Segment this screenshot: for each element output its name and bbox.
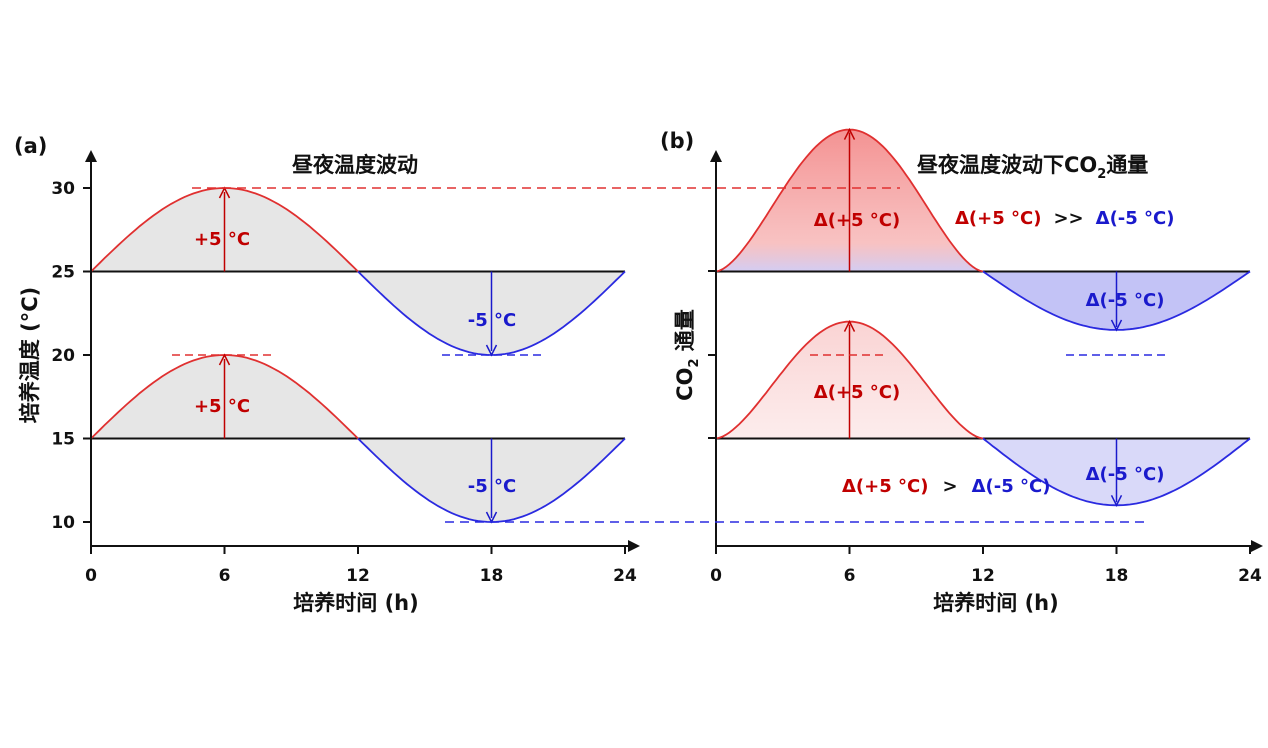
panel-a-ann-low-plus: +5 °C xyxy=(194,396,250,417)
panel-b-arrowhead-up xyxy=(843,127,856,140)
panel-a-y-label: 培养温度 (°C) xyxy=(18,287,42,423)
panel-a-xtick-label: 6 xyxy=(219,566,231,586)
panel-a-ann-high-plus: +5 °C xyxy=(194,229,250,250)
panel-a-xtick-label: 18 xyxy=(480,566,504,586)
panel-b-xtick-label: 18 xyxy=(1105,566,1129,586)
panel-a-label: (a) xyxy=(14,134,47,158)
panel-b-xtick-label: 6 xyxy=(844,566,856,586)
panel-b-ann-low-plus: Δ(+5 °C) xyxy=(814,382,900,403)
panel-b-label: (b) xyxy=(660,129,694,153)
panel-b-xtick-label: 12 xyxy=(971,566,995,586)
panel-b-y-arrowhead xyxy=(710,150,722,162)
panel-a-ann-low-minus: -5 °C xyxy=(468,476,516,497)
panel-b: (b) 昼夜温度波动下CO2通量 0 6 12 18 24 培养时间 (h) CO2 通… xyxy=(660,127,1263,615)
panel-a-ann-high-minus: -5 °C xyxy=(468,310,516,331)
panel-b-xtick-label: 0 xyxy=(710,566,722,586)
panel-b-comparison-high: Δ(+5 °C) >> Δ(-5 °C) xyxy=(955,208,1175,229)
panel-b-ann-high-plus: Δ(+5 °C) xyxy=(814,210,900,231)
panel-a-xtick-label: 0 xyxy=(85,566,97,586)
panel-b-comparison-low: Δ(+5 °C) > Δ(-5 °C) xyxy=(842,476,1050,497)
panel-b-arrowhead-down xyxy=(1110,319,1123,332)
panel-b-ann-high-minus: Δ(-5 °C) xyxy=(1086,290,1165,311)
panel-a-x-arrowhead xyxy=(628,540,640,552)
panel-a-ytick-label: 20 xyxy=(51,346,75,366)
panel-a-ytick-label: 30 xyxy=(51,179,75,199)
panel-b-arrowhead-down xyxy=(1110,494,1123,507)
panel-a-arrowhead-down xyxy=(485,344,498,357)
panel-a-ytick-label: 15 xyxy=(51,430,75,450)
panel-a-ytick-label: 25 xyxy=(51,263,75,283)
panel-b-x-arrowhead xyxy=(1251,540,1263,552)
panel-b-arrowhead-up xyxy=(843,319,856,332)
panel-b-title: 昼夜温度波动下CO2通量 xyxy=(917,153,1148,182)
panel-b-x-label: 培养时间 (h) xyxy=(933,591,1058,615)
panel-a-xtick-label: 24 xyxy=(613,566,637,586)
panel-a-ytick-label: 10 xyxy=(51,513,75,533)
panel-a-title: 昼夜温度波动 xyxy=(292,153,418,177)
panel-a-arrowhead-up xyxy=(218,353,231,366)
panel-b-xtick-label: 24 xyxy=(1238,566,1262,586)
panel-b-ann-low-minus: Δ(-5 °C) xyxy=(1086,464,1165,485)
panel-b-y-label: CO2 通量 xyxy=(673,309,702,401)
panel-a-y-arrowhead xyxy=(85,150,97,162)
panel-a-xtick-label: 12 xyxy=(346,566,370,586)
panel-a-x-label: 培养时间 (h) xyxy=(293,591,418,615)
